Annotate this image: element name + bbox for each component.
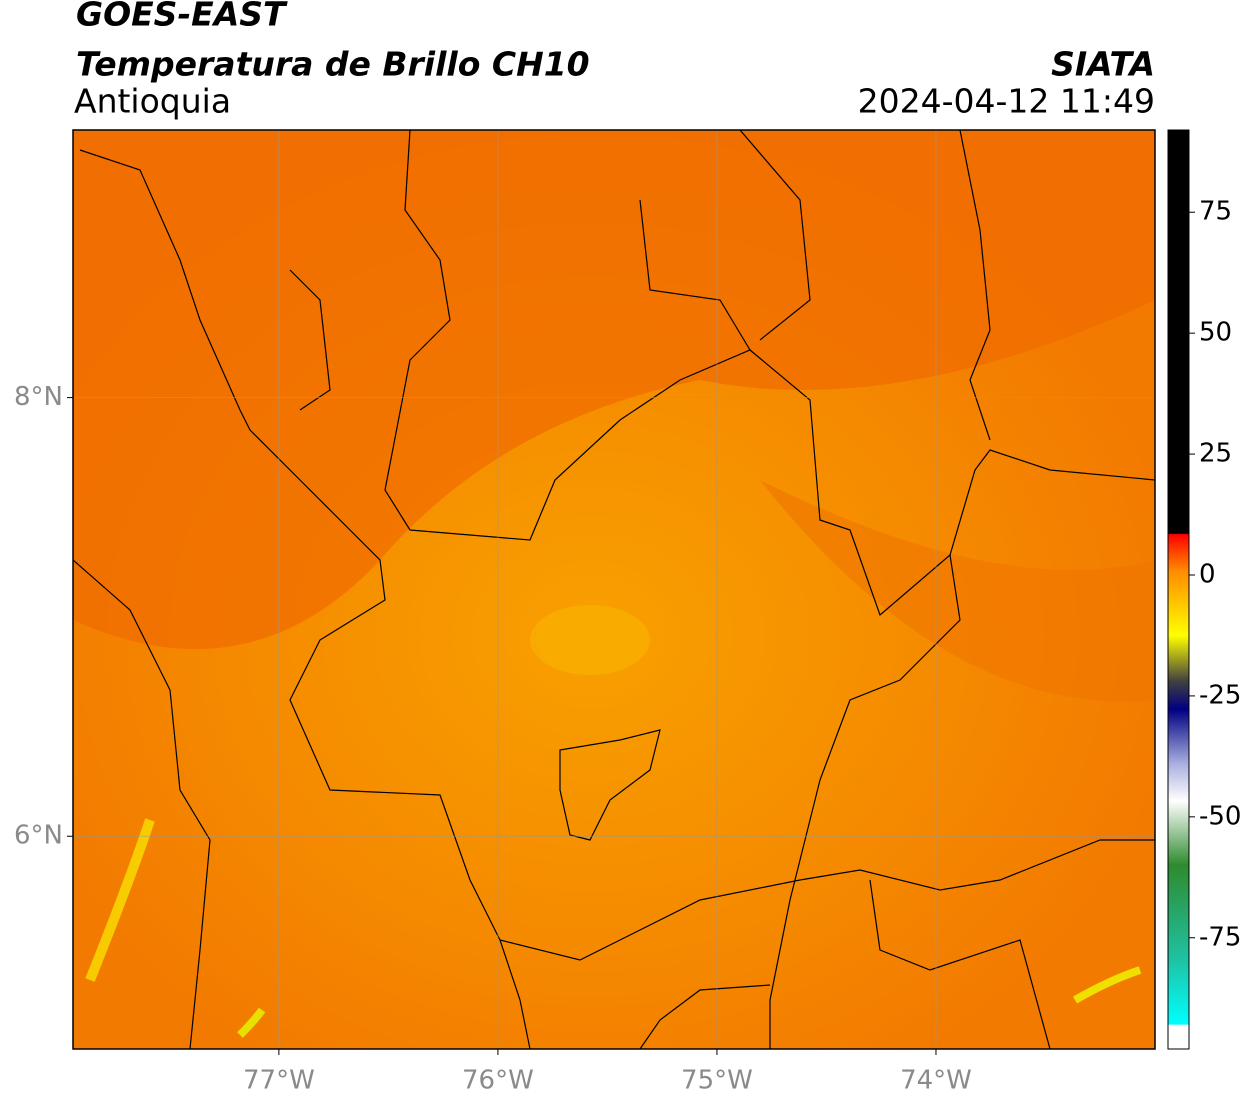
y-tick-label: 8°N — [14, 382, 63, 412]
colorbar — [1167, 129, 1190, 1050]
colorbar-tick-label: -25 — [1199, 680, 1241, 710]
x-tick-label: 77°W — [243, 1066, 315, 1096]
colorbar-tick-label: 50 — [1199, 318, 1232, 348]
x-tick-label: 76°W — [462, 1066, 534, 1096]
datetime: 2024-04-12 11:49 — [858, 82, 1155, 121]
source: SIATA — [1051, 45, 1155, 84]
map-frame — [72, 129, 1156, 1050]
colorbar-tick-label: -75 — [1199, 922, 1241, 952]
map-image — [73, 130, 1155, 1049]
colorbar-tick-label: 0 — [1199, 559, 1216, 589]
y-tick-label: 6°N — [14, 821, 63, 851]
colorbar-tick-label: 75 — [1199, 197, 1232, 227]
colorbar-tick-label: 25 — [1199, 439, 1232, 469]
x-tick-label: 74°W — [900, 1066, 972, 1096]
map-grid — [73, 130, 1155, 1049]
x-tick-label: 75°W — [681, 1066, 753, 1096]
title: GOES-EAST — [76, 0, 288, 34]
colorbar-tick-label: -50 — [1199, 801, 1241, 831]
subtitle: Temperatura de Brillo CH10 — [76, 45, 590, 84]
region: Antioquia — [74, 82, 231, 121]
